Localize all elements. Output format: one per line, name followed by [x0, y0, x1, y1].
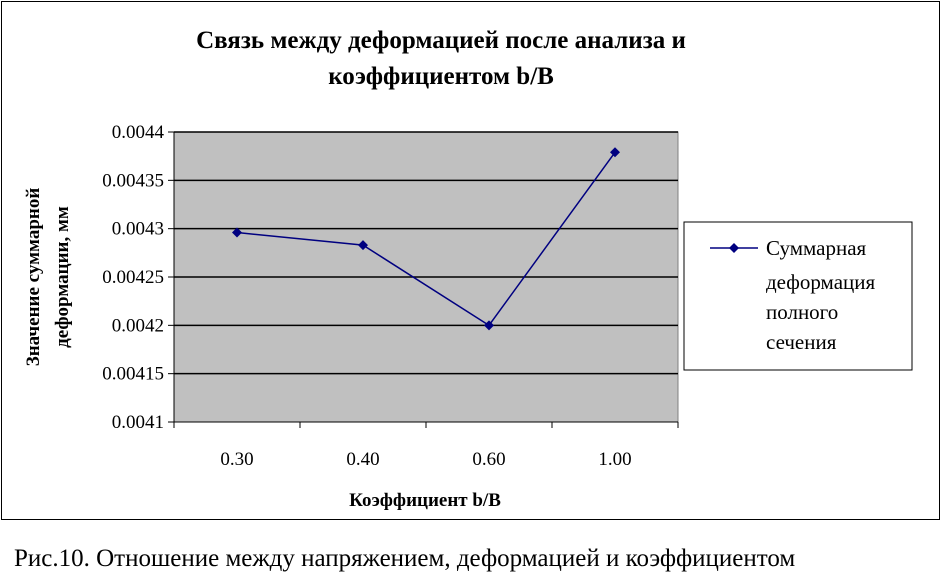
data-point-marker	[610, 147, 620, 158]
y-tick-label: 0.00415	[102, 364, 164, 385]
y-tick-label: 0.00435	[102, 170, 164, 191]
figure-caption: Рис.10. Отношение между напряжением, деф…	[14, 545, 796, 572]
chart-frame	[1, 1, 940, 520]
chart-title-line-2: коэффициентом b/B	[328, 63, 554, 90]
y-tick-label: 0.0041	[112, 412, 164, 433]
legend-label-line-4: сечения	[766, 330, 837, 354]
gridlines	[174, 131, 678, 375]
x-tick-label: 0.60	[472, 449, 505, 470]
legend-label-line-2: деформация	[766, 270, 875, 294]
y-axis-title-line-2: деформации, мм	[52, 206, 73, 348]
axes	[168, 131, 679, 428]
data-point-marker	[358, 240, 368, 251]
y-tick-labels: 0.0041 0.00415 0.0042 0.00425 0.0043 0.00435 0…	[102, 122, 164, 433]
y-tick-label: 0.0042	[112, 315, 164, 336]
y-tick-label: 0.0044	[112, 122, 165, 143]
legend-box	[683, 221, 913, 371]
y-tick-label: 0.0043	[112, 219, 164, 240]
x-tick-label: 0.40	[346, 449, 379, 470]
series-line	[236, 151, 616, 327]
chart-title-line-1: Связь между деформацией после анализа и	[196, 27, 686, 54]
data-point-marker	[232, 227, 242, 238]
y-tick-label: 0.00425	[102, 267, 164, 288]
legend-label-line-1: Суммарная	[766, 236, 867, 260]
data-point-marker	[484, 320, 494, 331]
x-tick-labels: 0.30 0.40 0.60 1.00	[220, 449, 631, 470]
series-group	[232, 147, 620, 331]
y-axis-title-line-1: Значение суммарной	[23, 188, 44, 367]
legend-marker	[729, 243, 739, 253]
legend-label-line-3: полного	[766, 300, 838, 324]
x-axis-title: Коэффициент b/B	[349, 490, 501, 511]
x-tick-label: 1.00	[598, 449, 631, 470]
x-tick-label: 0.30	[220, 449, 253, 470]
